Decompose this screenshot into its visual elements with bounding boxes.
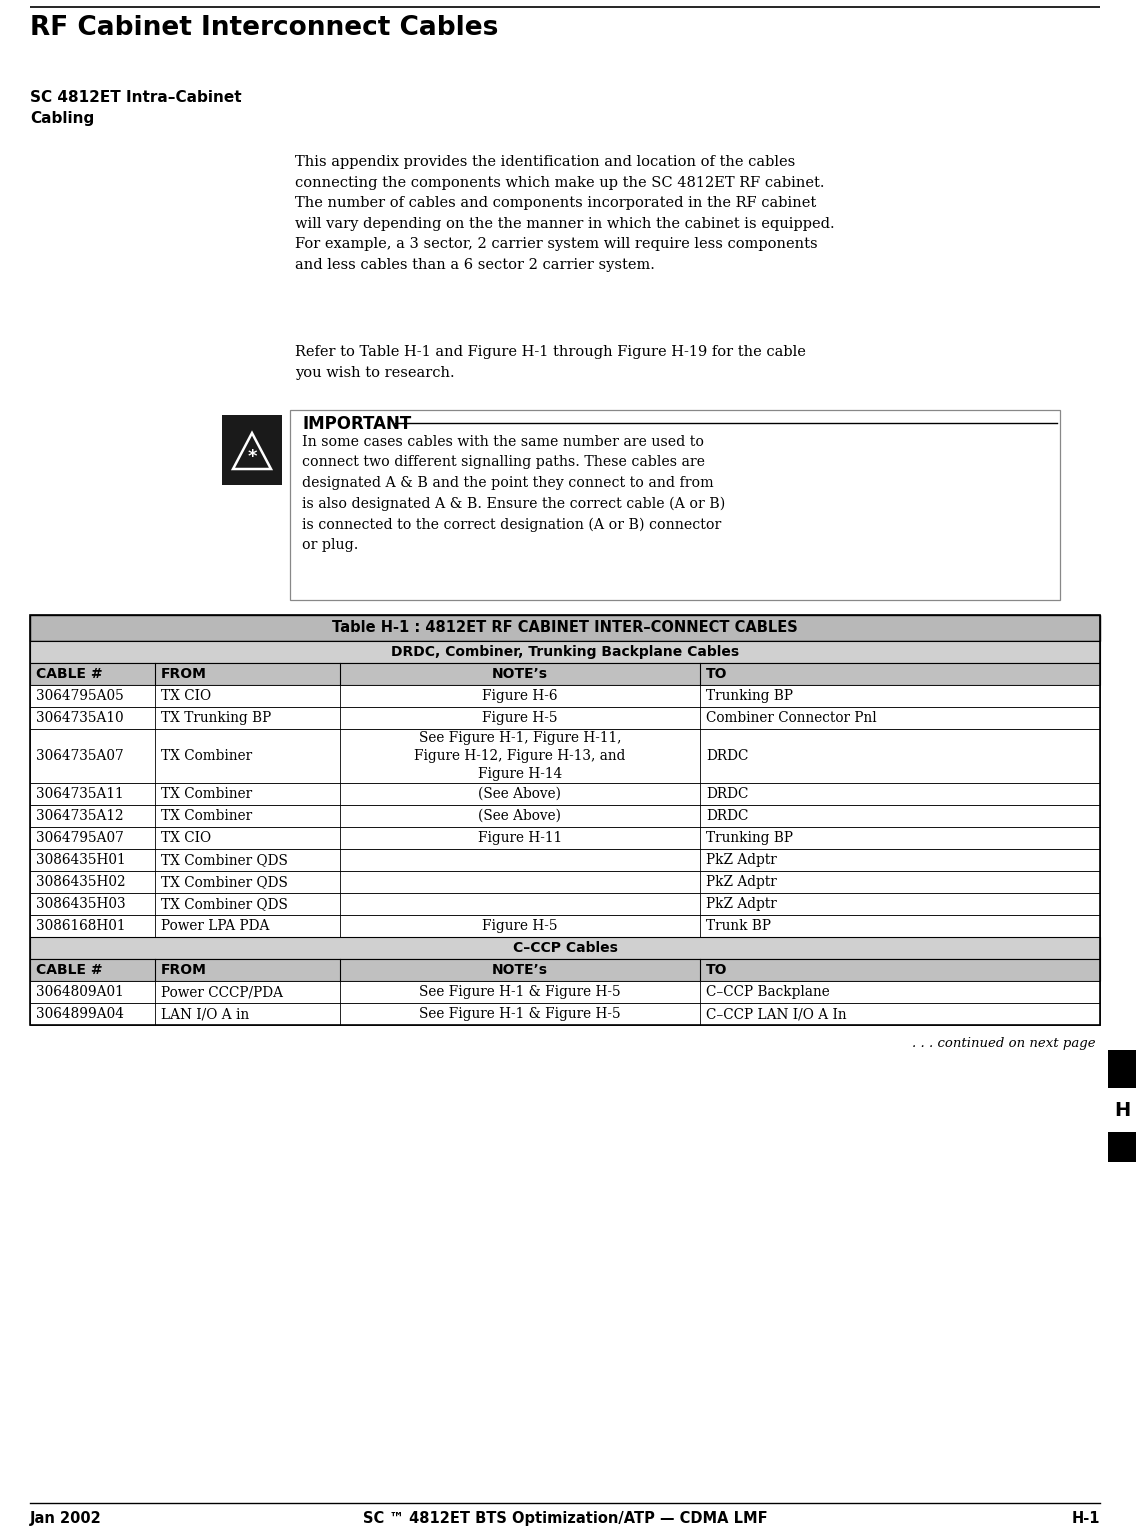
Text: TX CIO: TX CIO (161, 831, 211, 845)
Bar (30, 1003, 1100, 1026)
Text: FROM: FROM (161, 667, 206, 681)
Text: 3064795A05: 3064795A05 (36, 688, 124, 704)
Text: Combiner Connector Pnl: Combiner Connector Pnl (706, 711, 877, 725)
Text: C–CCP Backplane: C–CCP Backplane (706, 986, 830, 1000)
Text: TX CIO: TX CIO (161, 688, 211, 704)
Text: Trunking BP: Trunking BP (706, 831, 793, 845)
Text: TX Combiner: TX Combiner (161, 786, 252, 802)
Text: Power LPA PDA: Power LPA PDA (161, 918, 269, 934)
Text: DRDC: DRDC (706, 786, 748, 802)
Bar (30, 730, 1100, 783)
Text: Figure H-11: Figure H-11 (478, 831, 562, 845)
Text: PkZ Adptr: PkZ Adptr (706, 875, 776, 889)
Text: TO: TO (706, 963, 727, 977)
Text: CABLE #: CABLE # (36, 667, 103, 681)
Text: . . . continued on next page: . . . continued on next page (912, 1036, 1096, 1050)
Text: In some cases cables with the same number are used to
connect two different sign: In some cases cables with the same numbe… (302, 435, 725, 552)
Text: NOTE’s: NOTE’s (492, 667, 548, 681)
Bar (1108, 1050, 1135, 1088)
Text: Trunking BP: Trunking BP (706, 688, 793, 704)
Text: PkZ Adptr: PkZ Adptr (706, 852, 776, 868)
Text: PkZ Adptr: PkZ Adptr (706, 897, 776, 911)
Text: FROM: FROM (161, 963, 206, 977)
Text: (See Above): (See Above) (479, 809, 562, 823)
Text: SC ™ 4812ET BTS Optimization/ATP — CDMA LMF: SC ™ 4812ET BTS Optimization/ATP — CDMA … (363, 1512, 767, 1525)
Text: C–CCP Cables: C–CCP Cables (513, 941, 618, 955)
Bar (30, 826, 1100, 849)
Text: 3086435H02: 3086435H02 (36, 875, 125, 889)
Text: 3086435H01: 3086435H01 (36, 852, 125, 868)
Text: TX Combiner QDS: TX Combiner QDS (161, 875, 288, 889)
Bar (30, 805, 1100, 826)
Text: See Figure H-1 & Figure H-5: See Figure H-1 & Figure H-5 (420, 986, 621, 1000)
Text: 3064735A07: 3064735A07 (36, 750, 123, 763)
Text: 3086168H01: 3086168H01 (36, 918, 125, 934)
Bar (30, 960, 1100, 981)
Text: RF Cabinet Interconnect Cables: RF Cabinet Interconnect Cables (30, 15, 498, 41)
Text: Table H-1 : 4812ET RF CABINET INTER–CONNECT CABLES: Table H-1 : 4812ET RF CABINET INTER–CONN… (332, 621, 798, 636)
Text: TX Combiner: TX Combiner (161, 750, 252, 763)
Bar (30, 894, 1100, 915)
Text: Figure H-6: Figure H-6 (482, 688, 557, 704)
Text: SC 4812ET Intra–Cabinet
Cabling: SC 4812ET Intra–Cabinet Cabling (30, 90, 242, 126)
Text: Figure H-5: Figure H-5 (482, 711, 557, 725)
Bar (30, 849, 1100, 871)
Bar (30, 783, 1100, 805)
Bar (1108, 1091, 1135, 1128)
Text: TX Combiner: TX Combiner (161, 809, 252, 823)
Text: NOTE’s: NOTE’s (492, 963, 548, 977)
Bar (1108, 1131, 1135, 1162)
Text: 3064795A07: 3064795A07 (36, 831, 124, 845)
Text: This appendix provides the identification and location of the cables
connecting : This appendix provides the identificatio… (295, 155, 834, 271)
Text: TX Trunking BP: TX Trunking BP (161, 711, 271, 725)
Bar (30, 915, 1100, 937)
Bar (30, 641, 1100, 662)
Text: IMPORTANT: IMPORTANT (302, 415, 412, 432)
Text: (See Above): (See Above) (479, 786, 562, 802)
Bar (30, 615, 1100, 1026)
Bar (30, 662, 1100, 685)
Text: 3064899A04: 3064899A04 (36, 1007, 124, 1021)
Text: See Figure H-1, Figure H-11,
Figure H-12, Figure H-13, and
Figure H-14: See Figure H-1, Figure H-11, Figure H-12… (414, 731, 626, 780)
Text: CABLE #: CABLE # (36, 963, 103, 977)
Text: Figure H-5: Figure H-5 (482, 918, 557, 934)
Text: LAN I/O A in: LAN I/O A in (161, 1007, 250, 1021)
Text: *: * (247, 448, 256, 466)
Bar (30, 685, 1100, 707)
Bar (222, 415, 282, 484)
Bar (30, 937, 1100, 960)
Bar (30, 981, 1100, 1003)
Text: See Figure H-1 & Figure H-5: See Figure H-1 & Figure H-5 (420, 1007, 621, 1021)
Text: DRDC: DRDC (706, 809, 748, 823)
Text: DRDC, Combiner, Trunking Backplane Cables: DRDC, Combiner, Trunking Backplane Cable… (391, 645, 739, 659)
Text: TO: TO (706, 667, 727, 681)
Text: Power CCCP/PDA: Power CCCP/PDA (161, 986, 283, 1000)
Text: TX Combiner QDS: TX Combiner QDS (161, 897, 288, 911)
Text: 3086435H03: 3086435H03 (36, 897, 125, 911)
Text: 3064809A01: 3064809A01 (36, 986, 124, 1000)
Text: Trunk BP: Trunk BP (706, 918, 771, 934)
Bar (30, 615, 1100, 641)
Text: Jan 2002: Jan 2002 (30, 1512, 101, 1525)
Text: H-1: H-1 (1072, 1512, 1100, 1525)
Bar (30, 707, 1100, 730)
Text: C–CCP LAN I/O A In: C–CCP LAN I/O A In (706, 1007, 847, 1021)
Text: DRDC: DRDC (706, 750, 748, 763)
Text: H: H (1114, 1101, 1130, 1119)
Bar (30, 871, 1100, 894)
Text: Refer to Table H-1 and Figure H-1 through Figure H-19 for the cable
you wish to : Refer to Table H-1 and Figure H-1 throug… (295, 345, 806, 380)
Text: 3064735A12: 3064735A12 (36, 809, 123, 823)
Text: 3064735A11: 3064735A11 (36, 786, 123, 802)
Text: 3064735A10: 3064735A10 (36, 711, 123, 725)
Text: TX Combiner QDS: TX Combiner QDS (161, 852, 288, 868)
Bar (290, 409, 1060, 599)
